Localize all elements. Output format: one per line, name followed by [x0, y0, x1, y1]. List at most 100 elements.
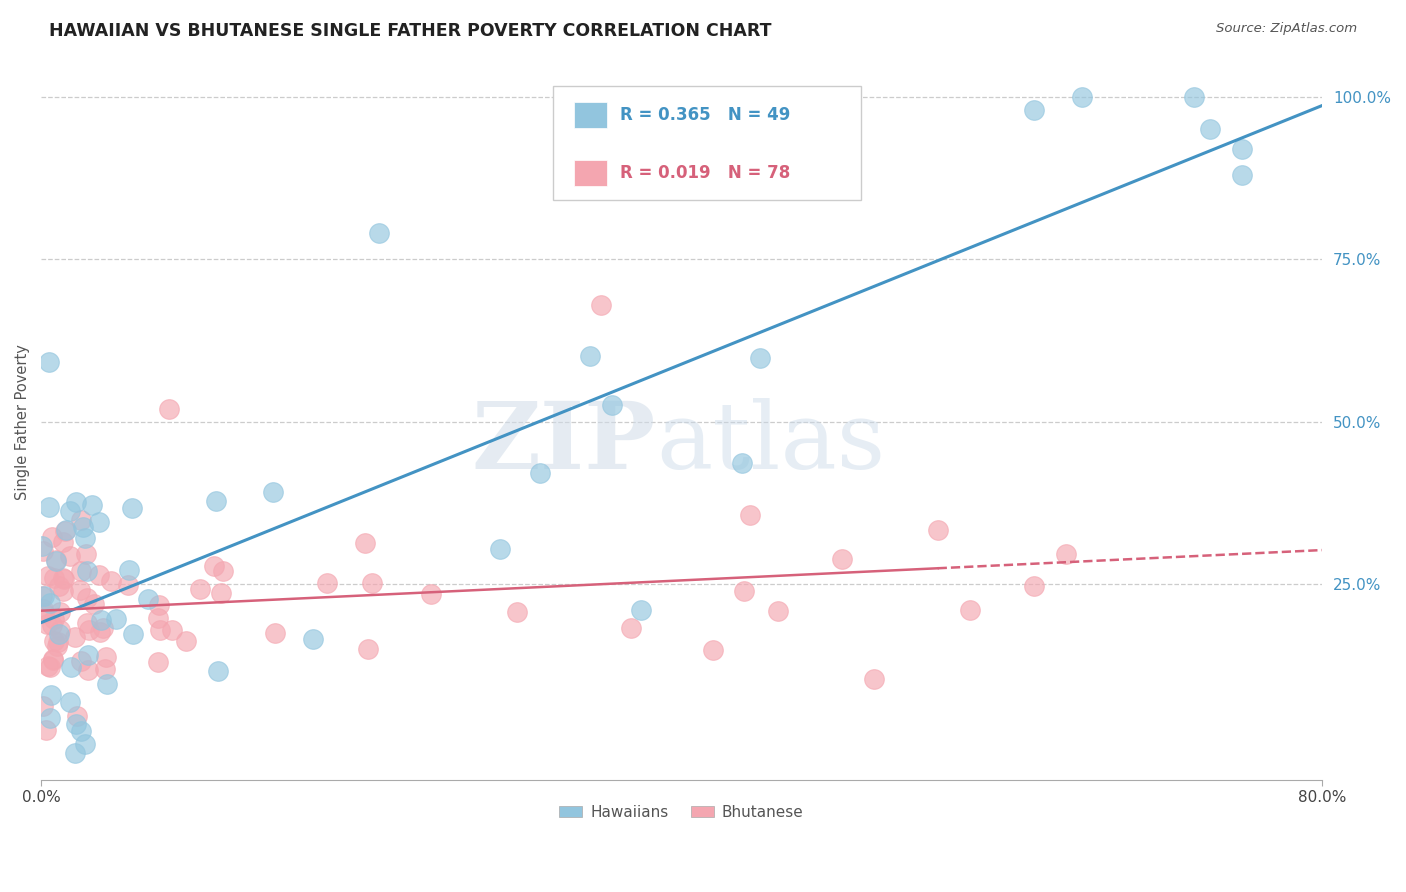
Point [75, 737, 97, 751]
Point [31, 539, 53, 553]
Point [76, 663, 98, 677]
Point [96, 677, 118, 691]
Point [149, 623, 172, 637]
Legend: Hawaiians, Bhutanese: Hawaiians, Bhutanese [554, 798, 810, 826]
Point [48, 579, 70, 593]
Point [354, 536, 377, 550]
Point [34, 606, 56, 620]
Point [70, 723, 93, 738]
Point [202, 559, 225, 574]
Text: ZIP: ZIP [471, 399, 655, 488]
Text: R = 0.019   N = 78: R = 0.019 N = 78 [620, 164, 790, 182]
Point [35, 723, 58, 737]
Point [630, 603, 652, 617]
Point [100, 574, 122, 588]
Point [52, 573, 75, 587]
Point [59, 549, 82, 564]
Point [117, 563, 139, 577]
Text: R = 0.365   N = 49: R = 0.365 N = 49 [620, 106, 790, 124]
Point [591, 298, 613, 312]
Point [1198, 122, 1220, 136]
Point [49, 624, 72, 638]
Point [1022, 103, 1045, 117]
Point [1230, 142, 1253, 156]
Point [31, 698, 53, 713]
Point [38, 355, 60, 369]
Point [75, 531, 97, 545]
Point [138, 592, 160, 607]
Point [188, 582, 211, 596]
Point [121, 500, 143, 515]
Point [357, 642, 380, 657]
Point [212, 564, 235, 578]
Point [89, 568, 111, 582]
Point [505, 605, 527, 619]
Point [146, 655, 169, 669]
Point [59, 660, 82, 674]
Point [55, 524, 77, 538]
Point [207, 664, 229, 678]
Point [1022, 579, 1045, 593]
Point [264, 626, 287, 640]
Point [45, 554, 67, 568]
Point [148, 598, 170, 612]
Point [52, 534, 75, 549]
Point [1070, 89, 1092, 103]
Point [740, 508, 762, 522]
Point [39, 688, 62, 702]
Point [75, 547, 97, 561]
Point [76, 591, 98, 605]
Point [96, 650, 118, 665]
Point [148, 611, 170, 625]
Point [87, 516, 110, 530]
FancyBboxPatch shape [574, 102, 607, 128]
Point [104, 612, 127, 626]
Point [76, 648, 98, 663]
Point [65, 717, 87, 731]
Point [37, 569, 59, 583]
Point [262, 484, 284, 499]
Point [176, 634, 198, 648]
Point [927, 523, 949, 537]
Point [44, 552, 66, 566]
Point [831, 551, 853, 566]
Point [121, 626, 143, 640]
Point [63, 747, 86, 761]
Point [862, 672, 884, 686]
Point [731, 456, 754, 470]
Point [160, 624, 183, 638]
Point [76, 615, 98, 630]
Point [579, 349, 602, 363]
Point [1054, 547, 1077, 561]
Point [766, 604, 789, 618]
Point [52, 572, 75, 586]
Point [72, 520, 94, 534]
Point [205, 494, 228, 508]
Point [367, 226, 389, 240]
Text: HAWAIIAN VS BHUTANESE SINGLE FATHER POVERTY CORRELATION CHART: HAWAIIAN VS BHUTANESE SINGLE FATHER POVE… [49, 22, 772, 40]
Point [301, 632, 323, 646]
Point [42, 651, 65, 665]
Point [1182, 89, 1205, 103]
Point [82, 498, 104, 512]
Point [49, 605, 72, 619]
Y-axis label: Single Father Poverty: Single Father Poverty [15, 344, 30, 500]
Point [69, 654, 91, 668]
Point [53, 524, 76, 538]
Point [32, 544, 55, 558]
Point [620, 621, 643, 635]
Point [69, 564, 91, 578]
Point [419, 587, 441, 601]
Text: atlas: atlas [655, 399, 886, 488]
Point [38, 711, 60, 725]
Point [749, 351, 772, 366]
Point [360, 575, 382, 590]
Point [41, 618, 63, 632]
Point [69, 582, 91, 597]
Point [35, 617, 58, 632]
Point [48, 627, 70, 641]
Point [489, 541, 512, 556]
Point [42, 653, 65, 667]
Point [39, 660, 62, 674]
Point [37, 659, 59, 673]
